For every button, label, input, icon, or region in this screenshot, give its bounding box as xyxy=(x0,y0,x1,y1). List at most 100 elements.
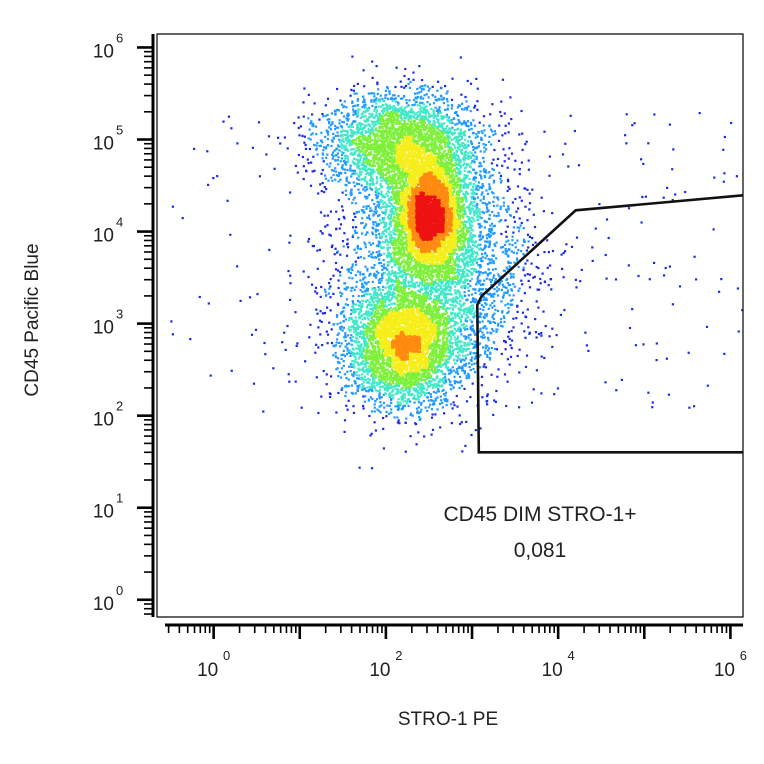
event-point xyxy=(468,258,471,261)
event-point xyxy=(449,370,453,373)
event-point xyxy=(381,295,384,298)
event-point xyxy=(396,401,400,404)
event-point xyxy=(341,153,344,156)
event-point xyxy=(494,244,497,248)
event-point xyxy=(331,179,334,182)
event-point xyxy=(460,269,463,272)
event-point xyxy=(392,260,396,263)
event-point xyxy=(344,332,347,335)
event-point xyxy=(532,276,535,279)
event-point xyxy=(512,216,516,219)
event-point xyxy=(416,92,419,95)
event-point xyxy=(515,210,518,213)
event-point xyxy=(372,214,375,217)
event-point xyxy=(460,314,463,317)
event-point xyxy=(386,240,389,243)
event-point xyxy=(470,293,474,296)
event-point xyxy=(359,191,362,194)
event-point xyxy=(413,98,416,102)
event-point xyxy=(430,280,434,283)
event-point xyxy=(426,287,429,291)
event-point xyxy=(432,116,435,119)
event-point xyxy=(465,200,468,203)
event-point xyxy=(468,339,471,342)
event-point xyxy=(377,203,381,206)
event-point xyxy=(440,399,443,402)
event-point xyxy=(352,294,355,298)
event-point xyxy=(444,380,448,383)
event-point xyxy=(447,115,450,119)
event-point xyxy=(428,385,431,388)
event-point xyxy=(365,124,368,127)
event-point xyxy=(489,352,492,355)
event-point xyxy=(634,344,637,347)
event-point xyxy=(455,153,458,156)
event-point xyxy=(344,144,347,147)
event-point xyxy=(352,181,355,184)
event-point xyxy=(320,190,323,193)
event-point xyxy=(341,164,344,167)
event-point xyxy=(340,124,343,128)
event-point xyxy=(442,377,445,380)
event-point xyxy=(326,138,329,141)
event-point xyxy=(357,367,360,370)
event-point xyxy=(441,129,445,132)
event-point xyxy=(469,224,472,227)
event-point xyxy=(372,162,375,165)
event-point xyxy=(450,345,453,348)
event-point xyxy=(671,199,674,202)
event-point xyxy=(447,138,450,141)
event-point xyxy=(469,218,472,221)
event-point xyxy=(391,269,394,272)
event-point xyxy=(501,164,504,167)
event-point xyxy=(490,227,493,230)
event-point xyxy=(352,359,355,362)
event-point xyxy=(465,256,468,259)
event-point xyxy=(458,120,461,123)
event-point xyxy=(464,166,467,169)
event-point xyxy=(470,220,473,223)
event-point xyxy=(372,301,375,304)
event-point xyxy=(408,389,411,392)
event-point xyxy=(580,268,583,271)
event-point xyxy=(463,159,466,162)
event-point xyxy=(355,132,358,135)
event-point xyxy=(398,282,401,286)
event-point xyxy=(447,351,450,354)
event-point xyxy=(388,303,391,306)
event-point xyxy=(467,219,470,222)
event-point xyxy=(448,383,452,386)
event-point xyxy=(452,163,455,167)
event-point xyxy=(410,278,413,281)
event-point xyxy=(463,335,466,338)
event-point xyxy=(420,90,423,93)
event-point xyxy=(364,189,367,192)
event-point xyxy=(334,167,337,170)
event-point xyxy=(354,274,357,277)
event-point xyxy=(432,286,435,290)
event-point xyxy=(497,368,500,371)
event-point xyxy=(454,146,457,149)
event-point xyxy=(487,140,491,143)
event-point xyxy=(462,273,465,276)
event-point xyxy=(442,102,445,105)
event-point xyxy=(371,182,374,186)
event-point xyxy=(371,385,374,388)
event-point xyxy=(400,85,403,88)
event-point xyxy=(397,234,400,237)
event-point xyxy=(343,287,346,290)
event-point xyxy=(461,366,464,370)
event-point xyxy=(508,243,511,246)
event-point xyxy=(351,286,354,289)
event-point xyxy=(430,416,434,419)
event-point xyxy=(354,120,357,123)
event-point xyxy=(463,308,466,311)
event-point xyxy=(380,381,383,384)
event-point xyxy=(365,205,368,208)
event-point xyxy=(415,281,418,284)
event-point xyxy=(374,314,377,317)
event-point xyxy=(511,339,514,342)
event-point xyxy=(425,290,428,293)
event-point xyxy=(403,74,406,78)
event-point xyxy=(425,388,428,391)
